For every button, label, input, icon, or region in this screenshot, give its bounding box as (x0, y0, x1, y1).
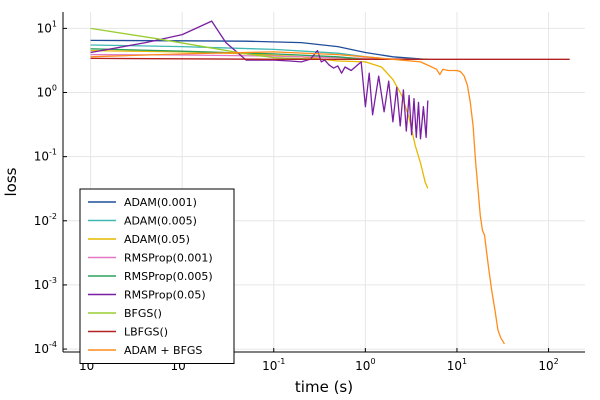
series-lines (90, 20, 570, 345)
legend: ADAM(0.001) ADAM(0.005) ADAM(0.05) RMSProp(… (79, 188, 235, 364)
legend-label: ADAM + BFGS (124, 344, 202, 357)
legend-label: BFGS() (124, 307, 162, 320)
y-tick-label: 10-1 (34, 148, 57, 164)
x-tick-label: 101 (447, 357, 467, 373)
series-line-7 (90, 57, 570, 60)
y-tick-label: 101 (37, 19, 57, 35)
legend-label: ADAM(0.05) (124, 233, 190, 246)
legend-label: RMSProp(0.005) (124, 270, 213, 283)
series-line-8 (90, 51, 505, 345)
legend-label: RMSProp(0.05) (124, 289, 206, 302)
series-line-0 (90, 39, 426, 60)
legend-label: ADAM(0.005) (124, 215, 197, 228)
x-tick-label: 100 (355, 357, 375, 373)
series-line-2 (90, 49, 429, 189)
y-tick-label: 10-2 (34, 212, 57, 228)
x-axis-title: time (s) (295, 378, 353, 396)
y-axis-title: loss (2, 167, 20, 196)
y-tick-label: 10-4 (34, 340, 57, 356)
x-tick-label: 10-1 (262, 357, 285, 373)
y-tick-label: 100 (37, 84, 57, 100)
y-tick-label: 10-3 (34, 276, 57, 292)
x-tick-label: 102 (538, 357, 558, 373)
legend-label: RMSProp(0.001) (124, 252, 213, 265)
legend-label: LBFGS() (124, 326, 168, 339)
legend-label: ADAM(0.001) (124, 196, 197, 209)
series-line-5 (90, 20, 429, 140)
